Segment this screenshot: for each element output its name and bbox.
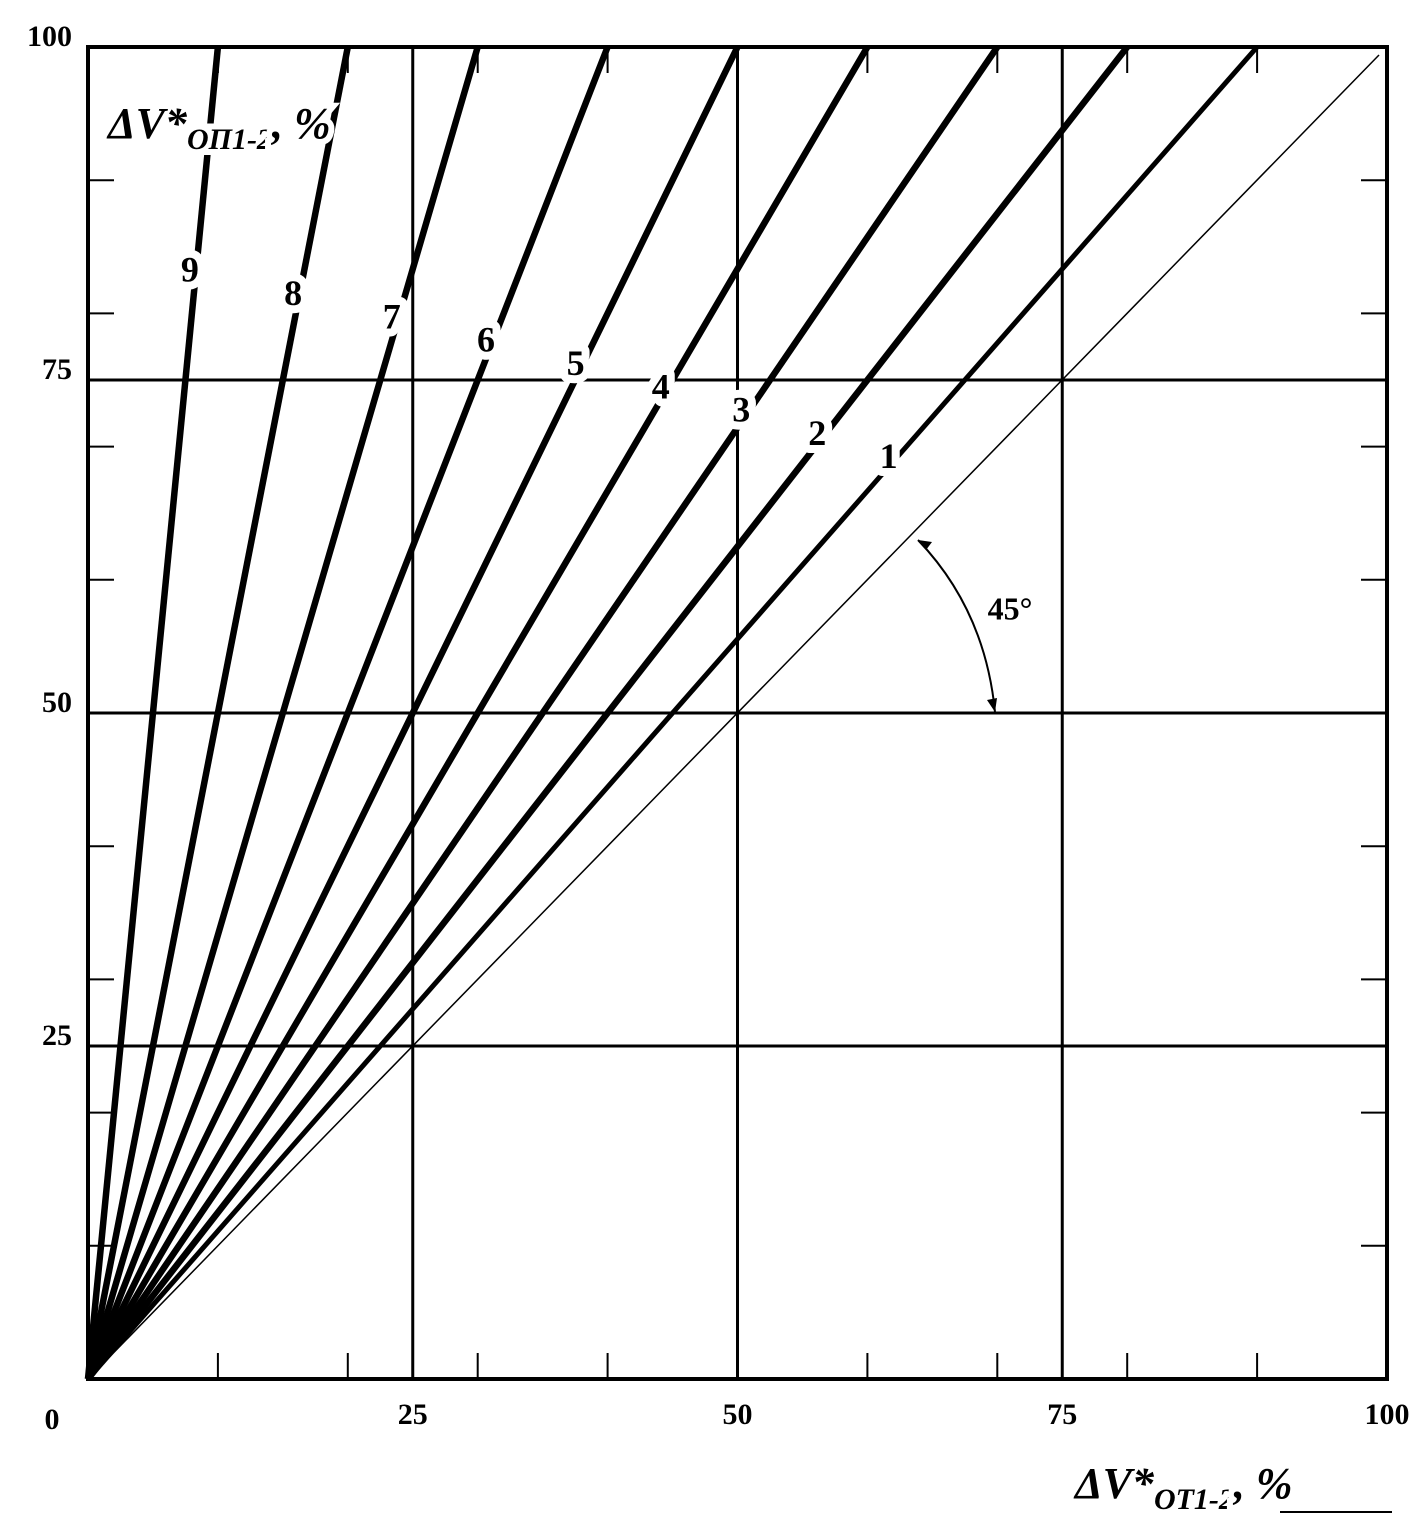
origin-label: 0 [45,1403,60,1436]
series-line [85,45,1130,1381]
line-label: 4 [652,366,670,406]
x-tick-label: 50 [723,1398,753,1431]
line-label: 2 [808,413,826,453]
x-tick-label: 25 [398,1398,428,1431]
series-line [84,46,351,1380]
y-label-main: ΔV* [106,99,188,148]
series-line [84,45,611,1381]
y-tick-label: 25 [42,1019,72,1052]
angle-arc [917,539,996,713]
y-tick-label: 50 [42,686,72,719]
line-label: 8 [284,273,302,313]
x-label-sub: ОТ1-2 [1154,1483,1234,1516]
series-line [84,46,481,1380]
angle-annotation: 45° [988,590,1033,626]
y-label-sub: ОП1-2 [187,123,272,156]
x-axis-label: ΔV*ОТ1-2, % [1073,1459,1293,1516]
line-label: 5 [567,343,585,383]
line-label: 6 [477,320,495,360]
line-label: 1 [880,436,898,476]
line-label: 9 [181,250,199,290]
series-line [84,46,222,1380]
y-tick-label: 75 [42,353,72,386]
series-line [85,45,1000,1381]
x-tick-label: 100 [1365,1398,1410,1431]
plot-lines [84,45,1389,1381]
reference-line [87,54,1380,1380]
series-line [85,45,741,1381]
y-axis-label: ΔV*ОП1-2, % [106,99,331,156]
line-label: 7 [383,296,401,336]
series-line [86,45,1259,1381]
x-label-unit: , % [1233,1459,1293,1508]
x-tick-label: 75 [1047,1398,1077,1431]
line-label: 3 [732,390,750,430]
arrow [918,540,997,712]
y-tick-label: 100 [27,20,72,53]
y-label-unit: , % [271,99,331,148]
series-line [85,45,871,1381]
x-label-main: ΔV* [1073,1459,1155,1508]
